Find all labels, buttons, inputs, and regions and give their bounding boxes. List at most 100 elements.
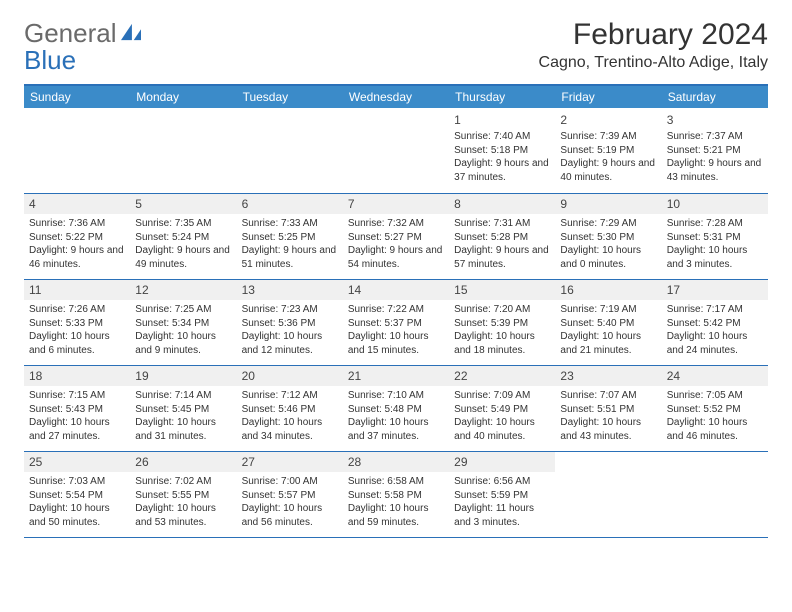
sunrise-line: Sunrise: 6:58 AM: [348, 475, 444, 489]
sunset-line: Sunset: 5:19 PM: [560, 144, 656, 158]
day-cell: 24 Sunrise: 7:05 AMSunset: 5:52 PMDayligh…: [662, 366, 768, 451]
day-info: Sunrise: 7:12 AMSunset: 5:46 PMDaylight:…: [242, 389, 338, 443]
day-number: 17: [667, 282, 763, 298]
day-info: Sunrise: 7:00 AMSunset: 5:57 PMDaylight:…: [242, 475, 338, 529]
sunset-line: Sunset: 5:48 PM: [348, 403, 444, 417]
sunrise-line: Sunrise: 7:14 AM: [135, 389, 231, 403]
day-number: 24: [667, 368, 763, 384]
logo-sail-icon: [119, 18, 143, 49]
day-info: Sunrise: 7:09 AMSunset: 5:49 PMDaylight:…: [454, 389, 550, 443]
daylight-line: Daylight: 10 hours and 15 minutes.: [348, 330, 444, 357]
sunset-line: Sunset: 5:37 PM: [348, 317, 444, 331]
sunset-line: Sunset: 5:24 PM: [135, 231, 231, 245]
day-cell: 19 Sunrise: 7:14 AMSunset: 5:45 PMDayligh…: [130, 366, 236, 451]
day-number: 23: [560, 368, 656, 384]
sunset-line: Sunset: 5:51 PM: [560, 403, 656, 417]
day-number: 7: [348, 196, 444, 212]
sunrise-line: Sunrise: 7:20 AM: [454, 303, 550, 317]
sunrise-line: Sunrise: 7:31 AM: [454, 217, 550, 231]
sunrise-line: Sunrise: 7:19 AM: [560, 303, 656, 317]
day-cell: 27 Sunrise: 7:00 AMSunset: 5:57 PMDayligh…: [237, 452, 343, 537]
sunrise-line: Sunrise: 7:23 AM: [242, 303, 338, 317]
day-number: 12: [135, 282, 231, 298]
day-cell: 17Sunrise: 7:17 AMSunset: 5:42 PMDayligh…: [662, 280, 768, 365]
day-number: 13: [242, 282, 338, 298]
sunrise-line: Sunrise: 7:10 AM: [348, 389, 444, 403]
sunset-line: Sunset: 5:39 PM: [454, 317, 550, 331]
day-cell-empty: [343, 108, 449, 193]
week-row: 1Sunrise: 7:40 AMSunset: 5:18 PMDaylight…: [24, 108, 768, 194]
sunset-line: Sunset: 5:59 PM: [454, 489, 550, 503]
sunrise-line: Sunrise: 7:28 AM: [667, 217, 763, 231]
page-subtitle: Cagno, Trentino-Alto Adige, Italy: [539, 54, 768, 72]
day-info: Sunrise: 7:03 AMSunset: 5:54 PMDaylight:…: [29, 475, 125, 529]
daylight-line: Daylight: 10 hours and 37 minutes.: [348, 416, 444, 443]
day-number: 2: [560, 112, 656, 128]
calendar-body: 1Sunrise: 7:40 AMSunset: 5:18 PMDaylight…: [24, 108, 768, 538]
day-info: Sunrise: 7:28 AMSunset: 5:31 PMDaylight:…: [667, 217, 763, 271]
day-number: 21: [348, 368, 444, 384]
day-cell-empty: [24, 108, 130, 193]
daylight-line: Daylight: 10 hours and 50 minutes.: [29, 502, 125, 529]
day-cell: 20 Sunrise: 7:12 AMSunset: 5:46 PMDayligh…: [237, 366, 343, 451]
daylight-line: Daylight: 10 hours and 27 minutes.: [29, 416, 125, 443]
daylight-line: Daylight: 10 hours and 40 minutes.: [454, 416, 550, 443]
sunset-line: Sunset: 5:42 PM: [667, 317, 763, 331]
header: GeneralBlue February 2024 Cagno, Trentin…: [24, 18, 768, 76]
sunrise-line: Sunrise: 7:39 AM: [560, 130, 656, 144]
daylight-line: Daylight: 10 hours and 31 minutes.: [135, 416, 231, 443]
day-number: 27: [242, 454, 338, 470]
day-info: Sunrise: 7:39 AMSunset: 5:19 PMDaylight:…: [560, 130, 656, 184]
sunrise-line: Sunrise: 7:12 AM: [242, 389, 338, 403]
day-cell-empty: [662, 452, 768, 537]
day-cell-empty: [555, 452, 661, 537]
sunset-line: Sunset: 5:55 PM: [135, 489, 231, 503]
day-info: Sunrise: 7:22 AMSunset: 5:37 PMDaylight:…: [348, 303, 444, 357]
daylight-line: Daylight: 10 hours and 9 minutes.: [135, 330, 231, 357]
day-cell-empty: [237, 108, 343, 193]
sunset-line: Sunset: 5:52 PM: [667, 403, 763, 417]
weekday-header-row: SundayMondayTuesdayWednesdayThursdayFrid…: [24, 86, 768, 108]
sunset-line: Sunset: 5:49 PM: [454, 403, 550, 417]
day-number: 19: [135, 368, 231, 384]
day-number: 28: [348, 454, 444, 470]
daylight-line: Daylight: 11 hours and 3 minutes.: [454, 502, 550, 529]
daylight-line: Daylight: 9 hours and 46 minutes.: [29, 244, 125, 271]
day-cell: 8Sunrise: 7:31 AMSunset: 5:28 PMDaylight…: [449, 194, 555, 279]
day-info: Sunrise: 7:37 AMSunset: 5:21 PMDaylight:…: [667, 130, 763, 184]
day-info: Sunrise: 7:10 AMSunset: 5:48 PMDaylight:…: [348, 389, 444, 443]
day-cell: 23 Sunrise: 7:07 AMSunset: 5:51 PMDayligh…: [555, 366, 661, 451]
day-info: Sunrise: 7:20 AMSunset: 5:39 PMDaylight:…: [454, 303, 550, 357]
day-info: Sunrise: 7:40 AMSunset: 5:18 PMDaylight:…: [454, 130, 550, 184]
day-info: Sunrise: 7:14 AMSunset: 5:45 PMDaylight:…: [135, 389, 231, 443]
sunset-line: Sunset: 5:40 PM: [560, 317, 656, 331]
day-number: 20: [242, 368, 338, 384]
sunrise-line: Sunrise: 7:09 AM: [454, 389, 550, 403]
day-cell: 29Sunrise: 6:56 AMSunset: 5:59 PMDayligh…: [449, 452, 555, 537]
day-number: 11: [29, 282, 125, 298]
week-row: 18Sunrise: 7:15 AMSunset: 5:43 PMDayligh…: [24, 366, 768, 452]
sunrise-line: Sunrise: 7:07 AM: [560, 389, 656, 403]
day-info: Sunrise: 7:07 AMSunset: 5:51 PMDaylight:…: [560, 389, 656, 443]
day-info: Sunrise: 7:05 AMSunset: 5:52 PMDaylight:…: [667, 389, 763, 443]
day-cell: 9Sunrise: 7:29 AMSunset: 5:30 PMDaylight…: [555, 194, 661, 279]
day-number: 4: [29, 196, 125, 212]
sunset-line: Sunset: 5:21 PM: [667, 144, 763, 158]
day-cell: 1Sunrise: 7:40 AMSunset: 5:18 PMDaylight…: [449, 108, 555, 193]
day-cell: 10Sunrise: 7:28 AMSunset: 5:31 PMDayligh…: [662, 194, 768, 279]
day-cell: 6Sunrise: 7:33 AMSunset: 5:25 PMDaylight…: [237, 194, 343, 279]
sunrise-line: Sunrise: 7:25 AM: [135, 303, 231, 317]
day-number: 3: [667, 112, 763, 128]
day-cell: 11Sunrise: 7:26 AMSunset: 5:33 PMDayligh…: [24, 280, 130, 365]
day-number: 15: [454, 282, 550, 298]
daylight-line: Daylight: 10 hours and 24 minutes.: [667, 330, 763, 357]
sunset-line: Sunset: 5:27 PM: [348, 231, 444, 245]
sunrise-line: Sunrise: 7:33 AM: [242, 217, 338, 231]
sunset-line: Sunset: 5:18 PM: [454, 144, 550, 158]
day-cell: 13Sunrise: 7:23 AMSunset: 5:36 PMDayligh…: [237, 280, 343, 365]
day-info: Sunrise: 6:58 AMSunset: 5:58 PMDaylight:…: [348, 475, 444, 529]
day-info: Sunrise: 7:25 AMSunset: 5:34 PMDaylight:…: [135, 303, 231, 357]
day-info: Sunrise: 7:31 AMSunset: 5:28 PMDaylight:…: [454, 217, 550, 271]
sunrise-line: Sunrise: 7:37 AM: [667, 130, 763, 144]
sunset-line: Sunset: 5:30 PM: [560, 231, 656, 245]
